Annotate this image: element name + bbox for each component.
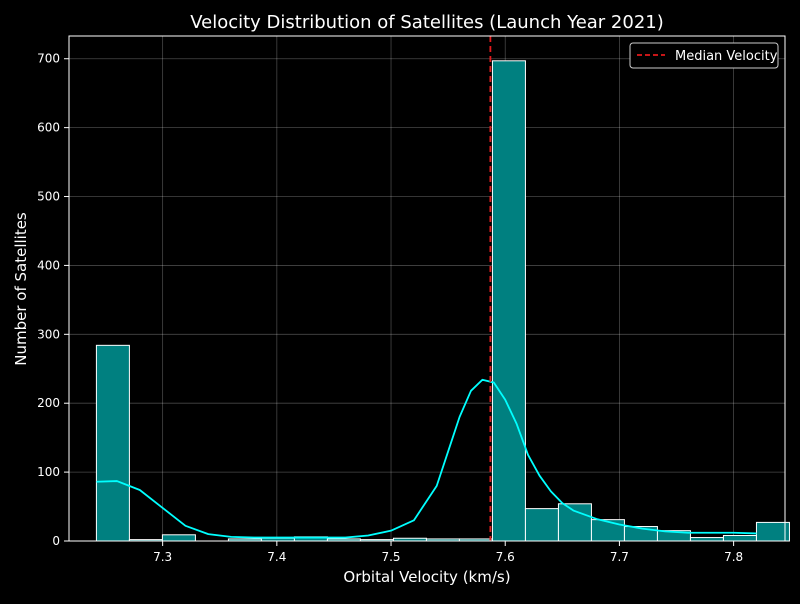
- histogram-bar: [524, 508, 559, 542]
- histogram-bar: [689, 537, 724, 542]
- histogram-bar: [95, 344, 130, 542]
- grid-lines: [69, 36, 785, 542]
- legend-median-label: Median Velocity: [675, 49, 778, 64]
- y-tick-label: 600: [37, 121, 60, 135]
- legend-box: [629, 42, 779, 69]
- histogram-bar: [722, 534, 757, 542]
- legend: Median Velocity: [629, 42, 779, 69]
- y-tick-label: 0: [52, 534, 60, 548]
- x-tick-label: 7.6: [496, 550, 515, 564]
- axis-ticks: 7.3 7.4 7.5 7.6 7.7 7.8 0 100 200 300 400 500 600 700: [37, 52, 743, 564]
- y-tick-label: 100: [37, 465, 60, 479]
- x-axis-label: Orbital Velocity (km/s): [343, 568, 510, 586]
- x-tick-label: 7.4: [267, 550, 286, 564]
- x-tick-label: 7.7: [610, 550, 629, 564]
- histogram-bar: [557, 503, 592, 542]
- x-tick-label: 7.3: [153, 550, 172, 564]
- histogram-bar: [491, 60, 526, 542]
- histogram-bar: [161, 534, 196, 542]
- y-tick-label: 400: [37, 258, 60, 272]
- y-axis-label: Number of Satellites: [12, 212, 30, 366]
- y-tick-label: 700: [37, 52, 60, 66]
- plot-frame: [68, 35, 786, 542]
- kde-curve-layer: [96, 378, 757, 539]
- y-tick-label: 500: [37, 190, 60, 204]
- kde-curve: [96, 378, 757, 539]
- x-tick-label: 7.5: [381, 550, 400, 564]
- x-tick-label: 7.8: [724, 550, 743, 564]
- y-tick-label: 300: [37, 327, 60, 341]
- histogram-bar: [590, 519, 625, 542]
- chart-title: Velocity Distribution of Satellites (Lau…: [190, 12, 664, 33]
- y-tick-label: 200: [37, 396, 60, 410]
